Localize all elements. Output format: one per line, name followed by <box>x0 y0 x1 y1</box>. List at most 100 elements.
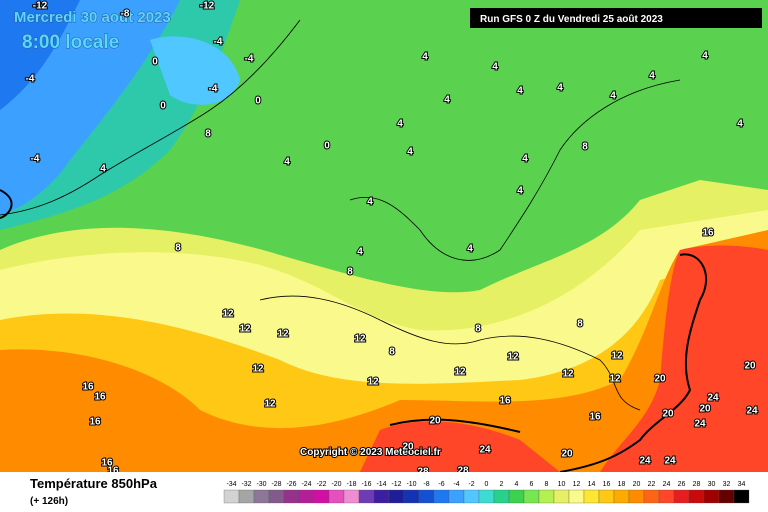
contour-label: 20 <box>662 409 674 420</box>
scale-tick-label: -10 <box>406 481 416 488</box>
scale-cell <box>238 489 255 504</box>
scale-tick-label: -24 <box>301 481 311 488</box>
contour-label: 4 <box>397 119 403 130</box>
scale-tick-label: 24 <box>663 481 671 488</box>
valid-time: 8:00 locale <box>22 32 119 53</box>
scale-tick-label: -4 <box>453 481 459 488</box>
scale-tick-label: 6 <box>530 481 534 488</box>
contour-label: 24 <box>707 393 719 404</box>
scale-tick-label: -6 <box>438 481 444 488</box>
contour-label: 8 <box>347 267 353 278</box>
contour-label: 4 <box>557 83 563 94</box>
scale-tick-label: 0 <box>485 481 489 488</box>
scale-tick-label: 32 <box>723 481 731 488</box>
contour-label: 12 <box>354 334 366 345</box>
scale-tick-label: 2 <box>500 481 504 488</box>
copyright: Copyright © 2023 Meteociel.fr <box>300 447 441 458</box>
scale-cell <box>508 489 525 504</box>
scale-cell <box>268 489 285 504</box>
contour-label: 4 <box>422 52 428 63</box>
scale-cell <box>388 489 405 504</box>
valid-date: Mercredi 30 août 2023 <box>14 9 171 26</box>
contour-label: -12 <box>200 1 215 12</box>
scale-cell <box>538 489 555 504</box>
scale-cell <box>703 489 720 504</box>
scale-cell <box>718 489 735 504</box>
scale-cell <box>418 489 435 504</box>
contour-label: 12 <box>277 329 289 340</box>
scale-tick-label: 4 <box>515 481 519 488</box>
contour-label: 4 <box>357 247 363 258</box>
run-info: Run GFS 0 Z du Vendredi 25 août 2023 <box>480 14 663 25</box>
contour-label: 24 <box>664 456 676 467</box>
footer-title: Température 850hPa <box>30 476 158 491</box>
scale-tick-label: 10 <box>558 481 566 488</box>
scale-tick-label: -28 <box>271 481 281 488</box>
scale-tick-label: -30 <box>256 481 266 488</box>
scale-cell <box>313 489 330 504</box>
contour-label: 16 <box>82 382 94 393</box>
contour-label: 20 <box>561 449 573 460</box>
contour-label: 0 <box>324 141 330 152</box>
scale-cell <box>688 489 705 504</box>
scale-cell <box>613 489 630 504</box>
scale-cell <box>373 489 390 504</box>
scale-cell <box>253 489 270 504</box>
scale-cell <box>568 489 585 504</box>
scale-cell <box>583 489 600 504</box>
scale-tick-label: 16 <box>603 481 611 488</box>
footer-subtitle: (+ 126h) <box>30 496 68 507</box>
scale-tick-label: -16 <box>361 481 371 488</box>
contour-label: 16 <box>589 412 601 423</box>
contour-label: 4 <box>367 197 373 208</box>
scale-cell <box>448 489 465 504</box>
cold-area <box>0 0 80 110</box>
run-box <box>470 8 762 28</box>
contour-label: 4 <box>407 147 413 158</box>
contour-label: 4 <box>610 91 616 102</box>
contour-label: 12 <box>264 399 276 410</box>
contour-label: 24 <box>639 456 651 467</box>
scale-tick-label: -26 <box>286 481 296 488</box>
scale-tick-label: 12 <box>573 481 581 488</box>
color-scale: -34 -32 -30 -28 -26 -24 -22 -20 -18 -16 -14 -12 -10-… <box>223 481 750 504</box>
scale-cell <box>343 489 360 504</box>
scale-cell <box>463 489 480 504</box>
isotherm <box>0 189 13 219</box>
contour-label: 24 <box>746 406 758 417</box>
contour-label: 0 <box>255 96 261 107</box>
contour-label: 4 <box>100 164 106 175</box>
contour-label: 20 <box>744 361 756 372</box>
scale-tick-label: 8 <box>545 481 549 488</box>
scale-tick-label: -20 <box>331 481 341 488</box>
contour-label: -4 <box>31 154 40 165</box>
scale-tick-label: 28 <box>693 481 701 488</box>
hot-area <box>360 421 560 472</box>
contour-label: 16 <box>499 396 511 407</box>
isotherm <box>389 418 521 433</box>
scale-tick-label: 14 <box>588 481 596 488</box>
coastline <box>0 19 301 216</box>
contour-label: 4 <box>522 154 528 165</box>
hot-area <box>600 245 768 472</box>
contour-label: 4 <box>492 62 498 73</box>
scale-tick-label: 22 <box>648 481 656 488</box>
contour-label: 20 <box>654 374 666 385</box>
contour-label: -8 <box>121 9 130 20</box>
contour-label: 4 <box>467 244 473 255</box>
scale-cell <box>658 489 675 504</box>
contour-label: 20 <box>402 442 414 453</box>
scale-cell <box>403 489 420 504</box>
contour-label: 4 <box>702 51 708 62</box>
contour-label: 4 <box>737 119 743 130</box>
contour-label: 8 <box>582 142 588 153</box>
scale-cell <box>283 489 300 504</box>
contour-label: 4 <box>649 71 655 82</box>
scale-tick-label: -12 <box>391 481 401 488</box>
contour-label: 4 <box>284 157 290 168</box>
contour-label: -4 <box>214 37 223 48</box>
contour-label: -4 <box>209 84 218 95</box>
scale-cell <box>523 489 540 504</box>
scale-tick-label: -32 <box>241 481 251 488</box>
